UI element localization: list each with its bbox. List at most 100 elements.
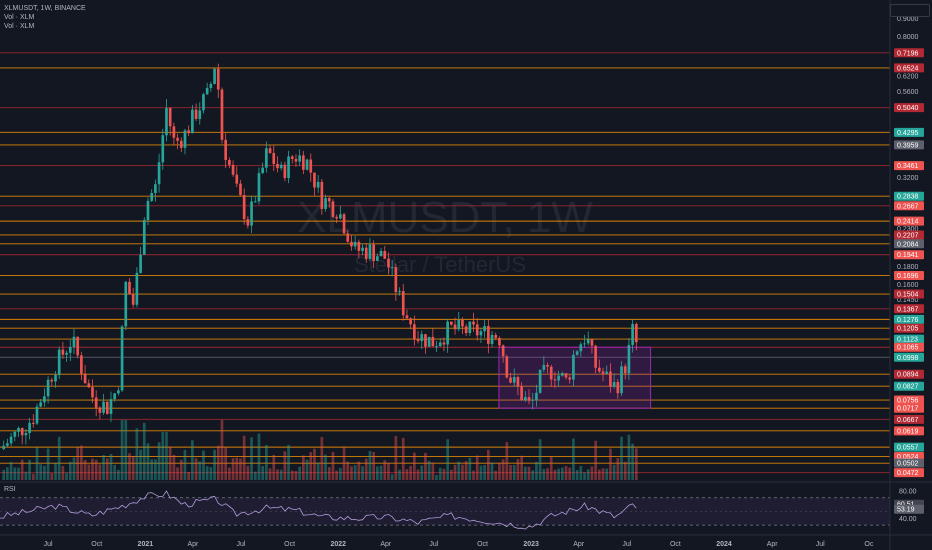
candle-body [457, 319, 461, 330]
candle-body [631, 324, 634, 345]
volume-bar [320, 436, 324, 480]
volume-bar [527, 466, 531, 480]
level-badge-label: 0.0667 [897, 417, 919, 424]
volume-bar [76, 447, 80, 480]
candle-body [605, 371, 609, 374]
volume-bar [394, 436, 398, 480]
candle-body [2, 445, 6, 450]
volume-bar [461, 464, 464, 480]
volume-bar [268, 468, 272, 480]
volume-bar [586, 469, 590, 480]
candle-body [131, 294, 135, 305]
volume-bar [590, 466, 594, 480]
volume-bar [368, 451, 372, 480]
level-badge [894, 230, 924, 240]
volume-bar [205, 466, 209, 480]
volume-bar [446, 439, 449, 480]
volume-bar [209, 467, 213, 480]
volume-bar [120, 420, 124, 480]
candle-body [597, 367, 601, 372]
volume-bar [24, 471, 28, 480]
volume-bar [28, 459, 31, 480]
candle-body [76, 336, 80, 356]
volume-bar [535, 461, 538, 480]
candle-body [272, 153, 276, 164]
candle-body [80, 355, 83, 374]
volume-bar [324, 454, 327, 480]
candle-body [398, 291, 401, 293]
time-axis[interactable]: Jul Oct 2021 Apr Jul Oct 2022 Apr Jul Oct 2023 Apr J… [44, 541, 874, 548]
volume-bar [364, 458, 368, 480]
volume-bar [150, 459, 154, 480]
candle-body [224, 139, 228, 160]
time-tick-label: Apr [573, 541, 585, 548]
level-badge-label: 0.0524 [897, 454, 919, 461]
candle-body [109, 399, 113, 414]
candle-body [231, 164, 235, 175]
volume-bar [83, 460, 87, 480]
volume-bar [542, 468, 546, 480]
candle-body [568, 377, 572, 380]
volume-bar [176, 467, 179, 480]
price-tick-label: 0.1800 [897, 264, 919, 271]
volume-bar [216, 445, 220, 480]
level-badge [894, 468, 924, 478]
candle-body [276, 163, 279, 169]
candle-body [287, 156, 290, 179]
volume-bar [509, 465, 512, 480]
horizontal-levels [0, 52, 890, 474]
candle-body [431, 336, 435, 347]
volume-bar [80, 445, 83, 480]
volume-bar [313, 448, 316, 480]
level-badge [894, 426, 924, 436]
volume-bar [287, 444, 290, 480]
volume-legend-1[interactable]: Vol · XLM [4, 14, 35, 21]
level-badge-label: 0.2207 [897, 232, 919, 239]
volume-bar [316, 462, 320, 480]
candle-body [61, 349, 65, 355]
volume-bar [609, 448, 612, 480]
volume-bar [435, 475, 438, 480]
volume-bar [431, 462, 435, 480]
volume-bar [91, 458, 94, 480]
candle-body [57, 349, 61, 375]
volume-legend-2[interactable]: Vol · XLM [4, 23, 35, 30]
volume-bar [113, 464, 117, 480]
volume-bar [131, 455, 135, 480]
level-badge [894, 403, 924, 413]
time-tick-label: 2022 [330, 541, 346, 548]
volume-bar [17, 467, 20, 480]
candle-body [105, 401, 109, 414]
candle-body [91, 387, 94, 398]
candle-body [634, 324, 638, 343]
symbol-title[interactable]: XLMUSDT, 1W, BINANCE [4, 5, 86, 12]
candle-body [120, 326, 124, 391]
candle-body [376, 256, 379, 261]
time-tick-label: Oct [91, 541, 102, 548]
price-candles [2, 63, 638, 451]
toolbar-button[interactable] [890, 4, 930, 17]
rsi-value-badge [894, 504, 924, 514]
candle-body [250, 201, 253, 226]
candle-body [124, 281, 128, 327]
volume-bar [350, 466, 353, 480]
candle-body [191, 109, 194, 134]
level-badge [894, 161, 924, 171]
volume-bar [331, 451, 335, 480]
candle-body [542, 365, 546, 370]
volume-bar [387, 463, 390, 480]
volume-bar [405, 469, 409, 480]
price-tick-label: 0.5600 [897, 89, 919, 96]
volume-bar [372, 452, 375, 480]
volume-bar [627, 434, 631, 480]
volume-bar [13, 467, 17, 480]
candle-body [220, 89, 224, 140]
level-badge-label: 0.1504 [897, 292, 919, 299]
level-badge-label: 0.5040 [897, 105, 919, 112]
volume-bar [520, 455, 523, 480]
volume-bar [228, 467, 231, 480]
time-tick-label: 2023 [523, 541, 539, 548]
candle-body [54, 374, 57, 382]
candle-body [379, 250, 383, 257]
